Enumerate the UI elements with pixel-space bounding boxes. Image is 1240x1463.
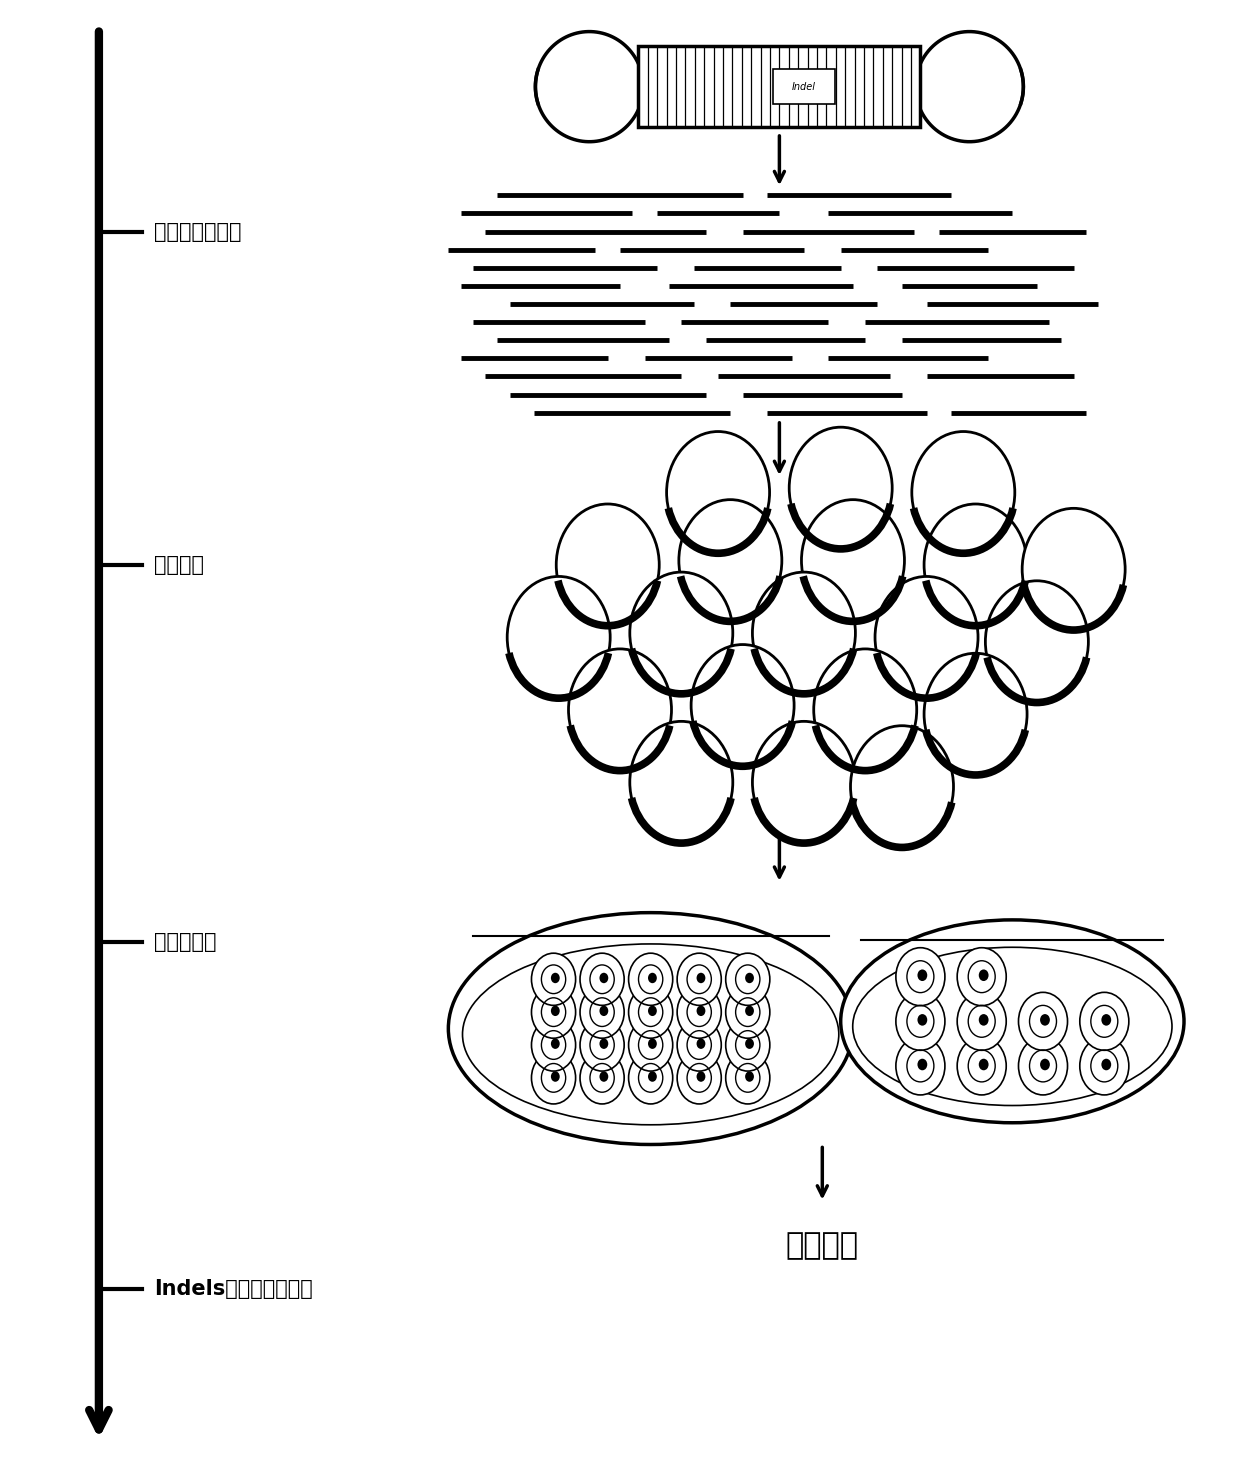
Circle shape [580, 1052, 624, 1105]
Circle shape [649, 973, 657, 983]
Circle shape [895, 1037, 945, 1094]
Bar [774, 69, 835, 104]
Circle shape [851, 726, 954, 847]
Circle shape [725, 1018, 770, 1071]
Circle shape [697, 1071, 706, 1081]
Circle shape [957, 1037, 1006, 1094]
Circle shape [691, 645, 794, 767]
Circle shape [551, 973, 559, 983]
Circle shape [551, 1039, 559, 1049]
Circle shape [725, 1052, 770, 1105]
Circle shape [753, 572, 856, 693]
Circle shape [551, 1005, 559, 1015]
Circle shape [667, 432, 770, 553]
Circle shape [630, 721, 733, 843]
Circle shape [1018, 992, 1068, 1050]
Circle shape [986, 581, 1089, 702]
Ellipse shape [449, 913, 853, 1144]
Circle shape [677, 1052, 722, 1105]
Circle shape [599, 973, 609, 983]
Circle shape [678, 500, 782, 622]
Circle shape [1101, 1059, 1111, 1071]
Circle shape [918, 1059, 928, 1071]
Circle shape [697, 1005, 706, 1015]
Bar [639, 45, 920, 127]
Text: Indel: Indel [792, 82, 816, 92]
Circle shape [629, 954, 673, 1005]
Circle shape [745, 973, 754, 983]
Circle shape [599, 1005, 609, 1015]
Circle shape [599, 1071, 609, 1081]
Circle shape [918, 1014, 928, 1026]
Circle shape [629, 1052, 673, 1105]
Circle shape [875, 576, 978, 698]
Circle shape [978, 1059, 988, 1071]
Circle shape [649, 1071, 657, 1081]
Circle shape [924, 503, 1027, 626]
Circle shape [1080, 992, 1128, 1050]
Circle shape [725, 954, 770, 1005]
Circle shape [649, 1005, 657, 1015]
Circle shape [580, 1018, 624, 1071]
Circle shape [978, 970, 988, 982]
Circle shape [677, 986, 722, 1039]
Circle shape [1018, 1037, 1068, 1094]
Circle shape [677, 1018, 722, 1071]
Circle shape [599, 1039, 609, 1049]
Circle shape [697, 973, 706, 983]
Circle shape [551, 1071, 559, 1081]
Circle shape [630, 572, 733, 693]
Circle shape [978, 1014, 988, 1026]
Circle shape [1040, 1059, 1050, 1071]
Circle shape [629, 986, 673, 1039]
Circle shape [895, 992, 945, 1050]
Circle shape [753, 721, 856, 843]
Circle shape [532, 1018, 575, 1071]
Circle shape [532, 1052, 575, 1105]
Circle shape [507, 576, 610, 698]
Circle shape [745, 1005, 754, 1015]
Circle shape [745, 1071, 754, 1081]
Circle shape [725, 986, 770, 1039]
Circle shape [1040, 1014, 1050, 1026]
Circle shape [813, 650, 916, 771]
Circle shape [532, 954, 575, 1005]
Text: 片段克隆: 片段克隆 [154, 554, 205, 575]
Circle shape [789, 427, 893, 549]
Circle shape [677, 954, 722, 1005]
Text: Indels突变型频率估计: Indels突变型频率估计 [154, 1280, 312, 1299]
Circle shape [911, 432, 1014, 553]
Circle shape [918, 970, 928, 982]
Circle shape [568, 650, 672, 771]
Circle shape [745, 1039, 754, 1049]
Ellipse shape [841, 920, 1184, 1122]
Circle shape [895, 948, 945, 1005]
Text: 电转和筛选: 电转和筛选 [154, 932, 217, 951]
Circle shape [1101, 1014, 1111, 1026]
Circle shape [557, 503, 660, 626]
Circle shape [924, 654, 1027, 775]
Circle shape [649, 1039, 657, 1049]
Circle shape [629, 1018, 673, 1071]
Circle shape [1022, 508, 1125, 631]
Circle shape [957, 992, 1006, 1050]
Circle shape [532, 986, 575, 1039]
Circle shape [697, 1039, 706, 1049]
Circle shape [580, 986, 624, 1039]
Text: 靶基因序列扩增: 靶基因序列扩增 [154, 221, 242, 241]
Circle shape [801, 500, 904, 622]
Circle shape [580, 954, 624, 1005]
Text: 克隆计数: 克隆计数 [786, 1232, 859, 1261]
Circle shape [957, 948, 1006, 1005]
Circle shape [1080, 1037, 1128, 1094]
